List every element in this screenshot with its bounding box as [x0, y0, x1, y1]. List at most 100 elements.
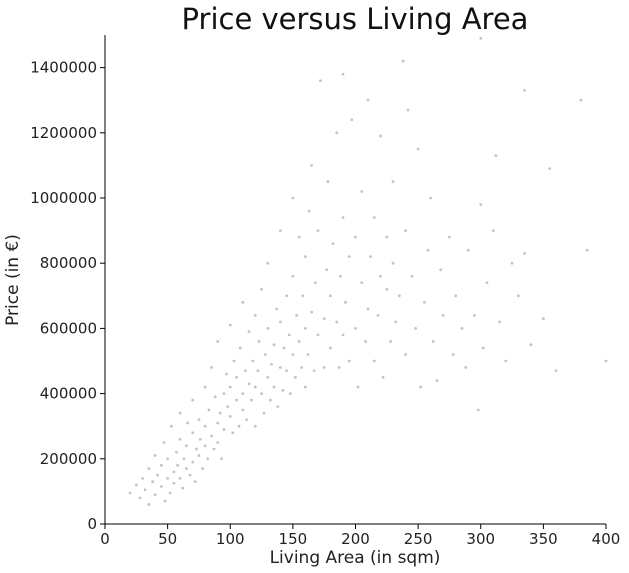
scatter-point [186, 421, 190, 425]
scatter-point [163, 499, 167, 503]
scatter-point [347, 359, 351, 363]
scatter-point [174, 450, 178, 454]
scatter-point [185, 467, 188, 470]
y-tick-label: 600000 [40, 319, 97, 337]
scatter-point [237, 424, 241, 428]
scatter-point [554, 369, 558, 373]
scatter-point [310, 164, 314, 167]
scatter-point [228, 323, 232, 327]
scatter-point [401, 59, 405, 63]
scatter-point [210, 434, 213, 438]
scatter-point [466, 248, 470, 252]
scatter-point [391, 261, 395, 265]
scatter-point [282, 346, 286, 350]
y-tick-label: 1200000 [30, 124, 97, 142]
y-axis-ticks: 0 200000 400000 600000 800000 1000000 1200000 1… [30, 59, 105, 533]
scatter-point [312, 369, 316, 373]
scatter-point [394, 320, 397, 324]
scatter-point [341, 333, 345, 337]
scatter-point [498, 320, 501, 324]
scatter-point [339, 274, 342, 278]
scatter-point [300, 366, 304, 369]
x-tick-label: 100 [216, 530, 245, 548]
scatter-point [479, 203, 483, 206]
scatter-point [316, 229, 320, 233]
scatter-point [281, 388, 285, 392]
scatter-point [178, 411, 182, 415]
scatter-point [414, 327, 418, 330]
scatter-point [397, 294, 401, 298]
scatter-point [191, 431, 195, 435]
scatter-point [288, 392, 292, 395]
scatter-point [156, 473, 160, 477]
scatter-point [272, 385, 276, 389]
scatter-point [379, 274, 382, 278]
scatter-point [207, 408, 211, 412]
x-tick-label: 400 [592, 530, 621, 548]
scatter-point [297, 340, 301, 343]
scatter-point [176, 463, 180, 467]
scatter-point [310, 310, 314, 314]
scatter-point [232, 359, 236, 363]
scatter-point [206, 457, 210, 461]
scatter-point [270, 362, 273, 366]
scatter-point [579, 98, 583, 102]
scatter-point [304, 327, 307, 330]
scatter-point [356, 385, 360, 389]
scatter-point [291, 196, 295, 200]
scatter-point [366, 98, 370, 102]
scatter-point [435, 379, 439, 382]
scatter-point [341, 216, 345, 219]
y-tick-label: 200000 [40, 450, 97, 468]
scatter-point [185, 444, 188, 448]
scatter-point [372, 359, 376, 363]
scatter-point [166, 476, 170, 480]
scatter-point [253, 385, 257, 389]
scatter-point [213, 395, 217, 399]
scatter-point [203, 444, 207, 448]
scatter-point [260, 287, 263, 291]
scatter-point [253, 313, 257, 317]
scatter-point [369, 255, 372, 259]
scatter-point [220, 457, 223, 461]
scatter-point [354, 235, 357, 239]
scatter-point [181, 486, 185, 490]
scatter-point [253, 424, 257, 428]
scatter-point [426, 248, 430, 252]
scatter-point [243, 369, 247, 373]
scatter-point [331, 242, 335, 246]
scatter-point [364, 340, 367, 343]
scatter-point [241, 300, 245, 304]
scatter-point [329, 346, 332, 350]
scatter-point [168, 491, 172, 495]
scatter-point [262, 411, 266, 415]
scatter-point [439, 268, 443, 272]
scatter-point [197, 454, 201, 457]
scatter-point [210, 366, 213, 369]
scatter-point [159, 463, 163, 467]
scatter-point [460, 327, 464, 330]
scatter-point [335, 320, 339, 324]
scatter-point [389, 340, 392, 343]
scatter-point [306, 353, 310, 356]
scatter-point [491, 229, 495, 233]
x-tick-label: 350 [529, 530, 558, 548]
scatter-point [347, 255, 351, 259]
scatter-point [523, 89, 526, 92]
scatter-point [293, 375, 297, 379]
scatter-point [226, 405, 230, 409]
scatter-point [275, 307, 278, 311]
scatter-point [297, 235, 301, 239]
scatter-point [523, 252, 526, 255]
scatter-point [162, 441, 166, 444]
scatter-point [247, 382, 251, 386]
scatter-point [166, 457, 170, 461]
scatter-point [516, 294, 520, 298]
scatter-point [191, 460, 195, 464]
scatter-point [304, 385, 307, 389]
scatter-point [381, 375, 385, 379]
scatter-point [228, 415, 232, 418]
scatter-point [325, 268, 329, 272]
